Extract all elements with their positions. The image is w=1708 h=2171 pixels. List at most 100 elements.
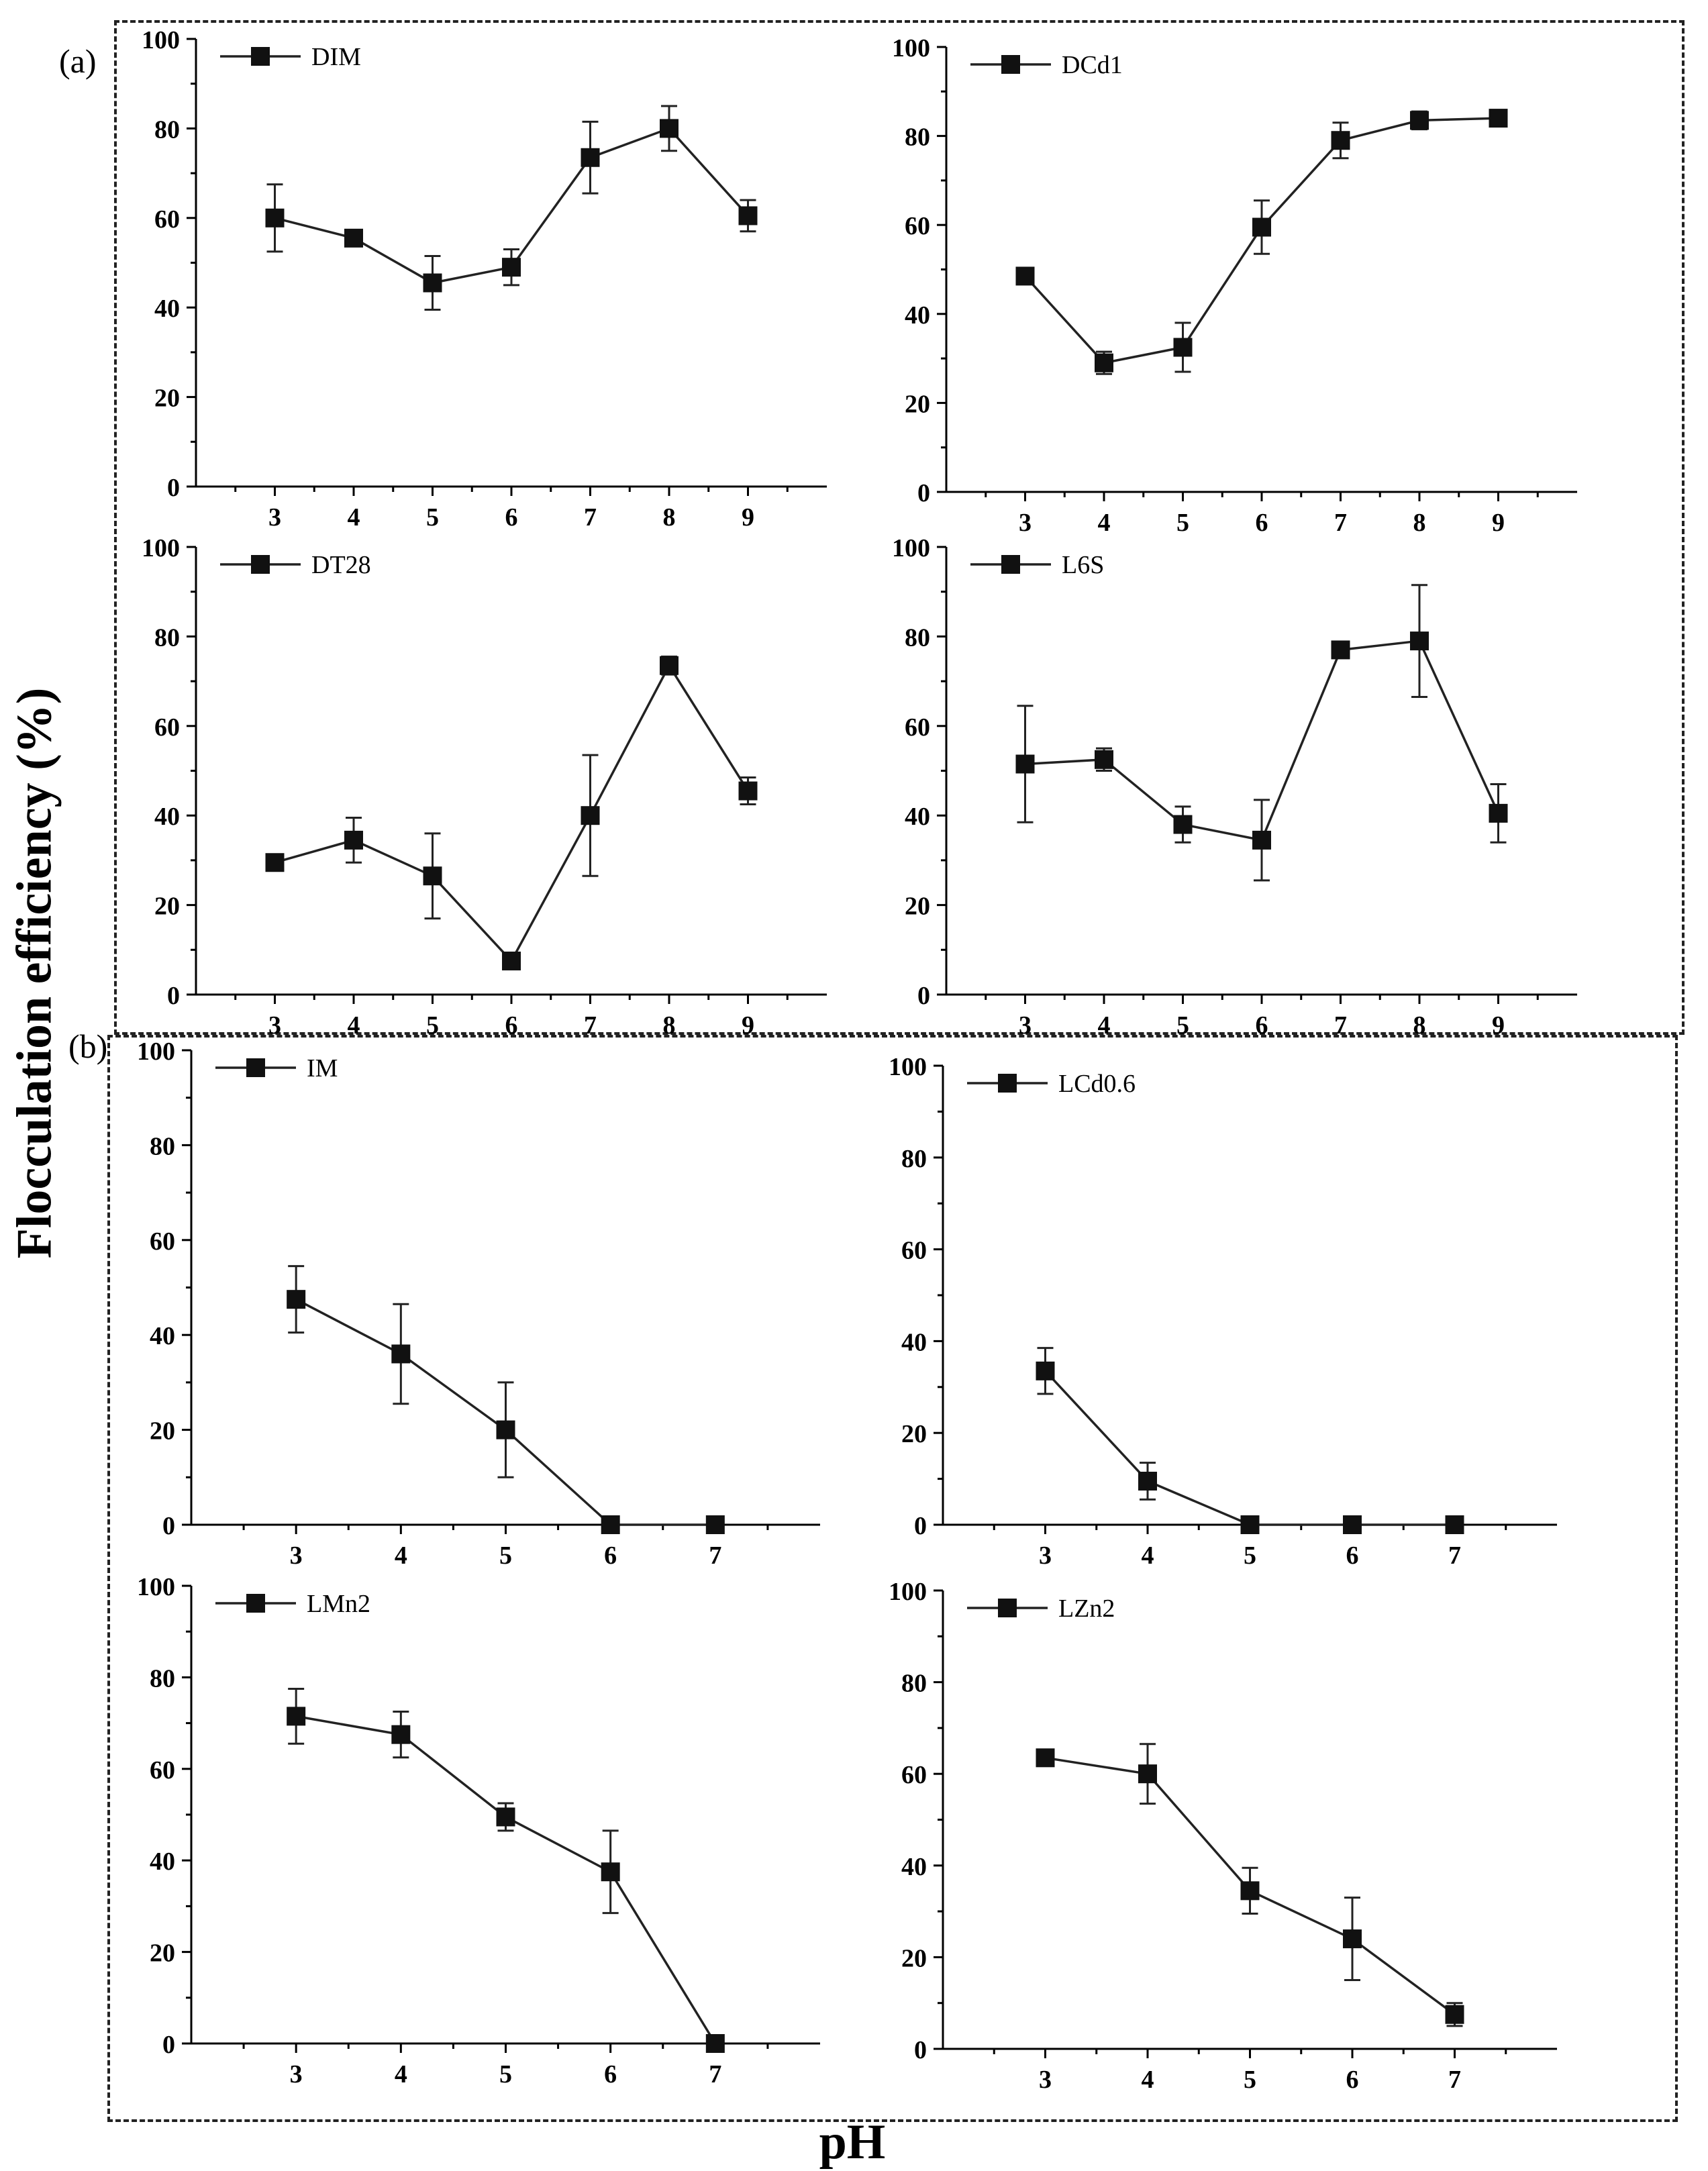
data-point [344, 228, 363, 248]
x-tick-label: 6 [1256, 1011, 1268, 1040]
data-point [423, 866, 442, 886]
y-tick-label: 60 [901, 1237, 927, 1265]
y-tick-label: 60 [150, 1756, 175, 1784]
x-tick-label: 4 [1098, 509, 1111, 537]
data-point [1095, 353, 1113, 372]
y-tick-label: 60 [905, 713, 930, 742]
data-point [1240, 1515, 1260, 1534]
data-point [344, 830, 363, 850]
y-tick-label: 100 [137, 1573, 175, 1601]
data-point [502, 258, 521, 277]
x-tick-label: 5 [426, 503, 439, 532]
data-point [1036, 1748, 1055, 1768]
data-point [705, 2034, 725, 2053]
y-tick-label: 0 [914, 2036, 927, 2064]
y-tick-label: 80 [150, 1132, 175, 1160]
x-tick-label: 7 [584, 503, 597, 532]
legend-label: DIM [311, 43, 361, 71]
x-tick-label: 7 [709, 1542, 721, 1570]
y-tick-label: 60 [154, 713, 180, 742]
data-point [287, 1707, 306, 1726]
x-tick-label: 3 [290, 2060, 303, 2088]
x-tick-label: 6 [505, 1011, 518, 1040]
legend-label: IM [307, 1054, 338, 1082]
chart-4: 0 20 40 60 80 100 3 4 5 6 7 8 9 L6S [892, 534, 1577, 1040]
y-tick-label: 0 [914, 1512, 927, 1540]
x-tick-label: 7 [1334, 1011, 1347, 1040]
data-point [1410, 111, 1429, 130]
panel-a-label: (a) [59, 42, 97, 80]
legend-marker [1001, 55, 1020, 74]
x-tick-label: 3 [1039, 2066, 1052, 2094]
y-tick-label: 100 [142, 26, 180, 54]
y-tick-label: 80 [154, 115, 180, 144]
data-point [1445, 1515, 1464, 1534]
y-tick-label: 0 [167, 982, 180, 1010]
x-tick-label: 4 [348, 1011, 360, 1040]
panel-b-frame [107, 1035, 1678, 2122]
series-line [274, 663, 749, 963]
data-point [423, 273, 442, 293]
x-tick-label: 5 [1176, 509, 1189, 537]
panel-b-label: (b) [68, 1027, 108, 1065]
y-tick-label: 80 [154, 623, 180, 652]
y-tick-label: 60 [901, 1761, 927, 1789]
x-tick-label: 4 [1098, 1011, 1111, 1040]
data-point [1252, 217, 1271, 237]
x-tick-label: 9 [742, 1011, 754, 1040]
legend-label: L6S [1062, 551, 1104, 579]
y-tick-label: 20 [150, 1939, 175, 1968]
legend-label: LMn2 [307, 1590, 370, 1618]
x-tick-label: 3 [1019, 1011, 1032, 1040]
y-tick-label: 80 [901, 1670, 927, 1698]
y-tick-label: 20 [154, 893, 180, 921]
legend-marker [246, 1594, 265, 1613]
x-tick-label: 8 [1413, 509, 1426, 537]
legend-marker [1001, 555, 1020, 574]
data-point [738, 781, 758, 801]
chart-5: 0 20 40 60 80 100 3 4 5 6 7 IM [137, 1038, 820, 1570]
y-tick-label: 60 [154, 205, 180, 234]
x-tick-label: 5 [499, 2060, 512, 2088]
x-tick-label: 5 [1244, 2066, 1256, 2094]
data-point [660, 656, 679, 675]
data-point [1138, 1472, 1157, 1491]
data-point [1138, 1764, 1157, 1784]
data-point [738, 206, 758, 225]
y-tick-label: 0 [917, 479, 930, 507]
chart-7: 0 20 40 60 80 100 3 4 5 6 7 LMn2 [137, 1573, 820, 2088]
y-tick-label: 20 [901, 1944, 927, 1972]
y-tick-label: 40 [150, 1322, 175, 1350]
legend-marker [251, 555, 270, 574]
x-tick-label: 6 [604, 2060, 617, 2088]
data-point [391, 1344, 411, 1364]
x-tick-label: 7 [584, 1011, 597, 1040]
y-tick-label: 60 [150, 1227, 175, 1256]
y-tick-label: 40 [901, 1328, 927, 1356]
x-tick-label: 7 [1334, 509, 1347, 537]
data-point [1036, 1361, 1055, 1380]
data-point [1410, 632, 1429, 651]
x-tick-label: 4 [348, 503, 360, 532]
data-point [1173, 338, 1193, 357]
x-tick-label: 5 [1176, 1011, 1189, 1040]
x-tick-label: 9 [1492, 1011, 1505, 1040]
data-point [1173, 815, 1193, 834]
x-tick-label: 4 [1142, 1542, 1154, 1570]
x-tick-label: 9 [1492, 509, 1505, 537]
data-point [705, 1515, 725, 1534]
data-point [391, 1725, 411, 1744]
y-tick-label: 40 [150, 1848, 175, 1876]
data-point [502, 951, 521, 970]
x-tick-label: 6 [1346, 1542, 1359, 1570]
y-tick-label: 100 [142, 534, 180, 562]
x-tick-label: 7 [1448, 2066, 1461, 2094]
y-tick-label: 100 [892, 534, 930, 562]
y-tick-label: 40 [154, 803, 180, 831]
x-tick-label: 7 [1448, 1542, 1461, 1570]
x-tick-label: 6 [1346, 2066, 1359, 2094]
legend-marker [998, 1599, 1017, 1617]
y-tick-label: 100 [892, 34, 930, 62]
legend-label: DT28 [311, 551, 371, 579]
